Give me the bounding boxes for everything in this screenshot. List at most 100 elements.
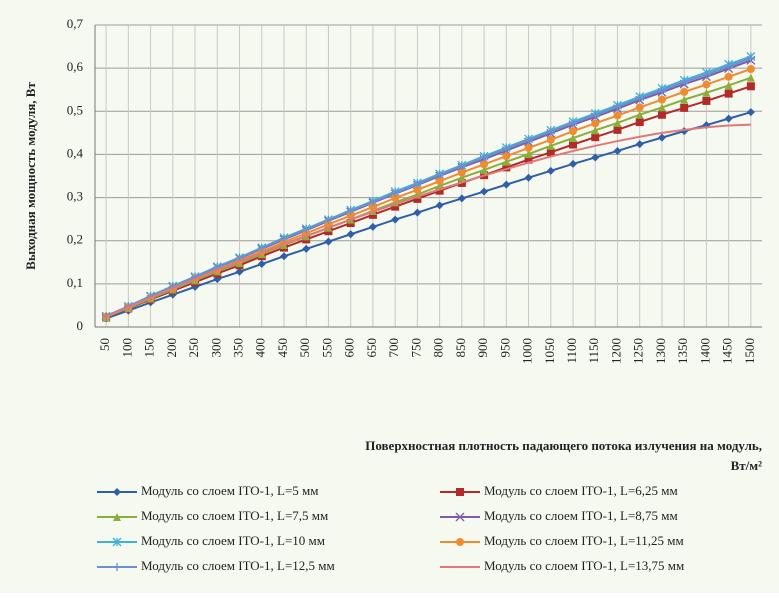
data-point xyxy=(346,211,355,220)
data-point xyxy=(680,127,689,136)
data-point xyxy=(680,87,689,96)
data-point xyxy=(546,148,555,157)
data-point xyxy=(746,82,755,91)
data-point xyxy=(524,143,533,152)
y-tick-label: 0,2 xyxy=(67,232,83,247)
data-point xyxy=(635,94,644,103)
x-tick-label: 1200 xyxy=(608,338,623,364)
y-tick-label: 0,4 xyxy=(67,145,84,160)
data-point xyxy=(569,127,578,136)
data-point xyxy=(613,125,622,134)
data-point xyxy=(657,86,666,95)
data-point xyxy=(502,180,511,189)
series-line xyxy=(105,57,752,318)
x-tick-label: 350 xyxy=(231,338,246,358)
legend-label: Модуль со слоем ITO-1, L=7,5 мм xyxy=(141,508,328,523)
x-tick-label: 700 xyxy=(386,338,401,358)
x-tick-label: 250 xyxy=(186,338,201,358)
x-tick-label: 1400 xyxy=(697,338,712,364)
data-point xyxy=(502,163,511,172)
x-tick-label: 900 xyxy=(475,338,490,358)
data-point xyxy=(546,127,555,136)
data-point xyxy=(413,180,422,189)
data-point xyxy=(502,157,511,166)
data-point xyxy=(480,160,489,169)
data-point xyxy=(435,186,444,195)
data-point xyxy=(657,133,666,142)
data-point xyxy=(457,162,466,171)
data-point xyxy=(391,188,400,197)
data-point xyxy=(435,201,444,210)
data-point xyxy=(279,234,288,243)
data-point xyxy=(413,208,422,217)
y-tick-label: 0,5 xyxy=(67,102,83,117)
series-line xyxy=(105,123,751,318)
x-axis-title: Поверхностная плотность падающего потока… xyxy=(365,438,762,453)
x-tick-label: 1000 xyxy=(520,338,535,364)
data-point xyxy=(591,126,600,135)
data-point xyxy=(657,95,666,104)
data-point xyxy=(480,153,489,162)
legend-label: Модуль со слоем ITO-1, L=6,25 мм xyxy=(484,483,678,498)
data-point xyxy=(569,140,578,149)
data-point xyxy=(457,168,466,177)
y-tick-label: 0,3 xyxy=(67,189,83,204)
data-point xyxy=(724,114,733,123)
data-point xyxy=(368,203,377,212)
data-point xyxy=(546,135,555,144)
data-point xyxy=(657,103,666,112)
x-tick-label: 1300 xyxy=(653,338,668,364)
data-point xyxy=(746,108,755,117)
legend-marker xyxy=(112,537,122,547)
data-point xyxy=(746,73,755,82)
data-point xyxy=(413,185,422,194)
data-point xyxy=(413,194,422,203)
data-point xyxy=(635,140,644,149)
x-tick-label: 50 xyxy=(97,338,112,351)
x-tick-label: 1250 xyxy=(631,338,646,364)
data-point xyxy=(346,230,355,239)
data-point xyxy=(702,88,711,97)
legend-marker xyxy=(113,563,121,571)
y-tick-label: 0,1 xyxy=(67,275,83,290)
data-point xyxy=(724,72,733,81)
x-tick-label: 200 xyxy=(164,338,179,358)
x-tick-label: 550 xyxy=(319,338,334,358)
legend-marker xyxy=(113,513,121,521)
data-point xyxy=(391,202,400,211)
x-tick-label: 800 xyxy=(431,338,446,358)
data-point xyxy=(302,225,311,234)
x-tick-label: 500 xyxy=(297,338,312,358)
data-point xyxy=(724,81,733,90)
x-tick-label: 1100 xyxy=(564,338,579,364)
data-point xyxy=(635,110,644,119)
data-point xyxy=(569,134,578,143)
x-tick-label: 1450 xyxy=(720,338,735,364)
data-point xyxy=(346,206,355,215)
data-point xyxy=(546,166,555,175)
legend-marker xyxy=(456,538,464,546)
x-tick-label: 1050 xyxy=(542,338,557,364)
x-tick-label: 1150 xyxy=(586,338,601,364)
data-point xyxy=(702,70,711,79)
legend-marker xyxy=(456,488,464,496)
data-point xyxy=(591,153,600,162)
data-point xyxy=(235,267,244,276)
data-point xyxy=(724,62,733,71)
data-point xyxy=(502,152,511,161)
data-point xyxy=(635,103,644,112)
legend-label: Модуль со слоем ITO-1, L=13,75 мм xyxy=(484,558,684,573)
data-point xyxy=(457,173,466,182)
x-tick-label: 600 xyxy=(342,338,357,358)
data-point xyxy=(480,165,489,174)
x-tick-label: 450 xyxy=(275,338,290,358)
data-point xyxy=(680,95,689,104)
data-point xyxy=(435,170,444,179)
data-point xyxy=(746,54,755,63)
data-point xyxy=(591,111,600,120)
legend-label: Модуль со слоем ITO-1, L=8,75 мм xyxy=(484,508,678,523)
y-axis-title: Выходная мощность модуля, Вт xyxy=(23,82,38,270)
data-point xyxy=(613,102,622,111)
x-tick-label: 1500 xyxy=(742,338,757,364)
